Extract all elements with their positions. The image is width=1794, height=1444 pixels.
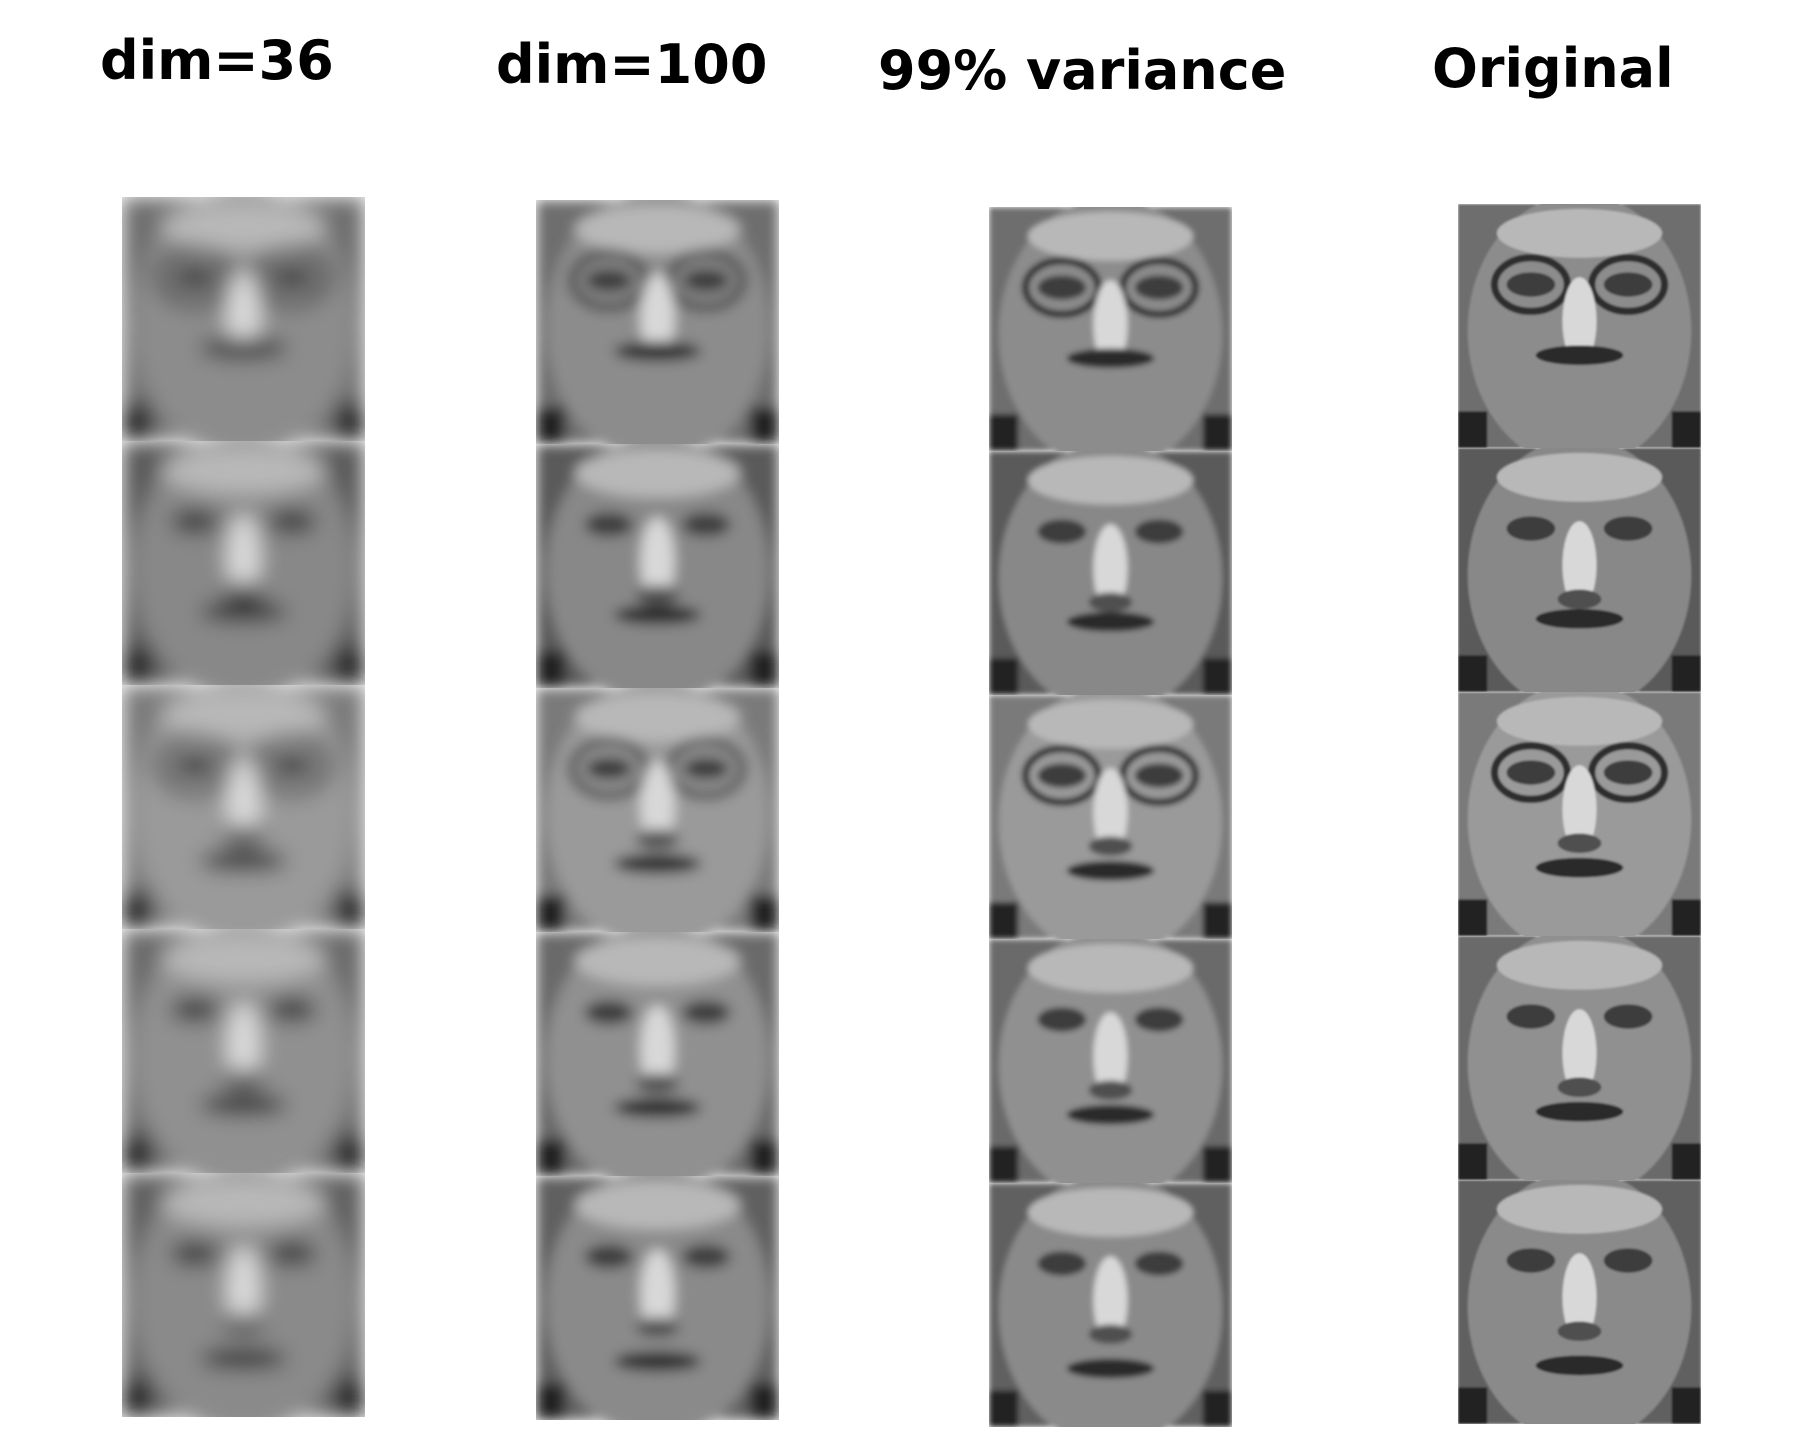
face-image [989,1183,1232,1427]
face-column-99-variance [989,207,1232,1427]
face-image [1458,1180,1701,1424]
face-column-dim36 [122,197,365,1417]
face-image [122,1173,365,1417]
face-image [1458,448,1701,692]
face-image [122,197,365,441]
face-image [122,441,365,685]
face-image [1458,204,1701,448]
column-title-dim36: dim=36 [100,29,334,92]
face-image [536,200,779,444]
face-image [989,695,1232,939]
face-image [122,685,365,929]
face-image [989,451,1232,695]
column-title-99-variance: 99% variance [878,39,1287,102]
face-image [536,444,779,688]
face-image [536,1176,779,1420]
face-image [1458,936,1701,1180]
face-image [536,688,779,932]
face-image [536,932,779,1176]
face-image [989,939,1232,1183]
column-title-dim100: dim=100 [496,33,768,96]
face-image [122,929,365,1173]
column-title-original: Original [1432,37,1674,100]
face-column-dim100 [536,200,779,1420]
face-image [1458,692,1701,936]
face-image [989,207,1232,451]
face-column-original [1458,204,1701,1424]
